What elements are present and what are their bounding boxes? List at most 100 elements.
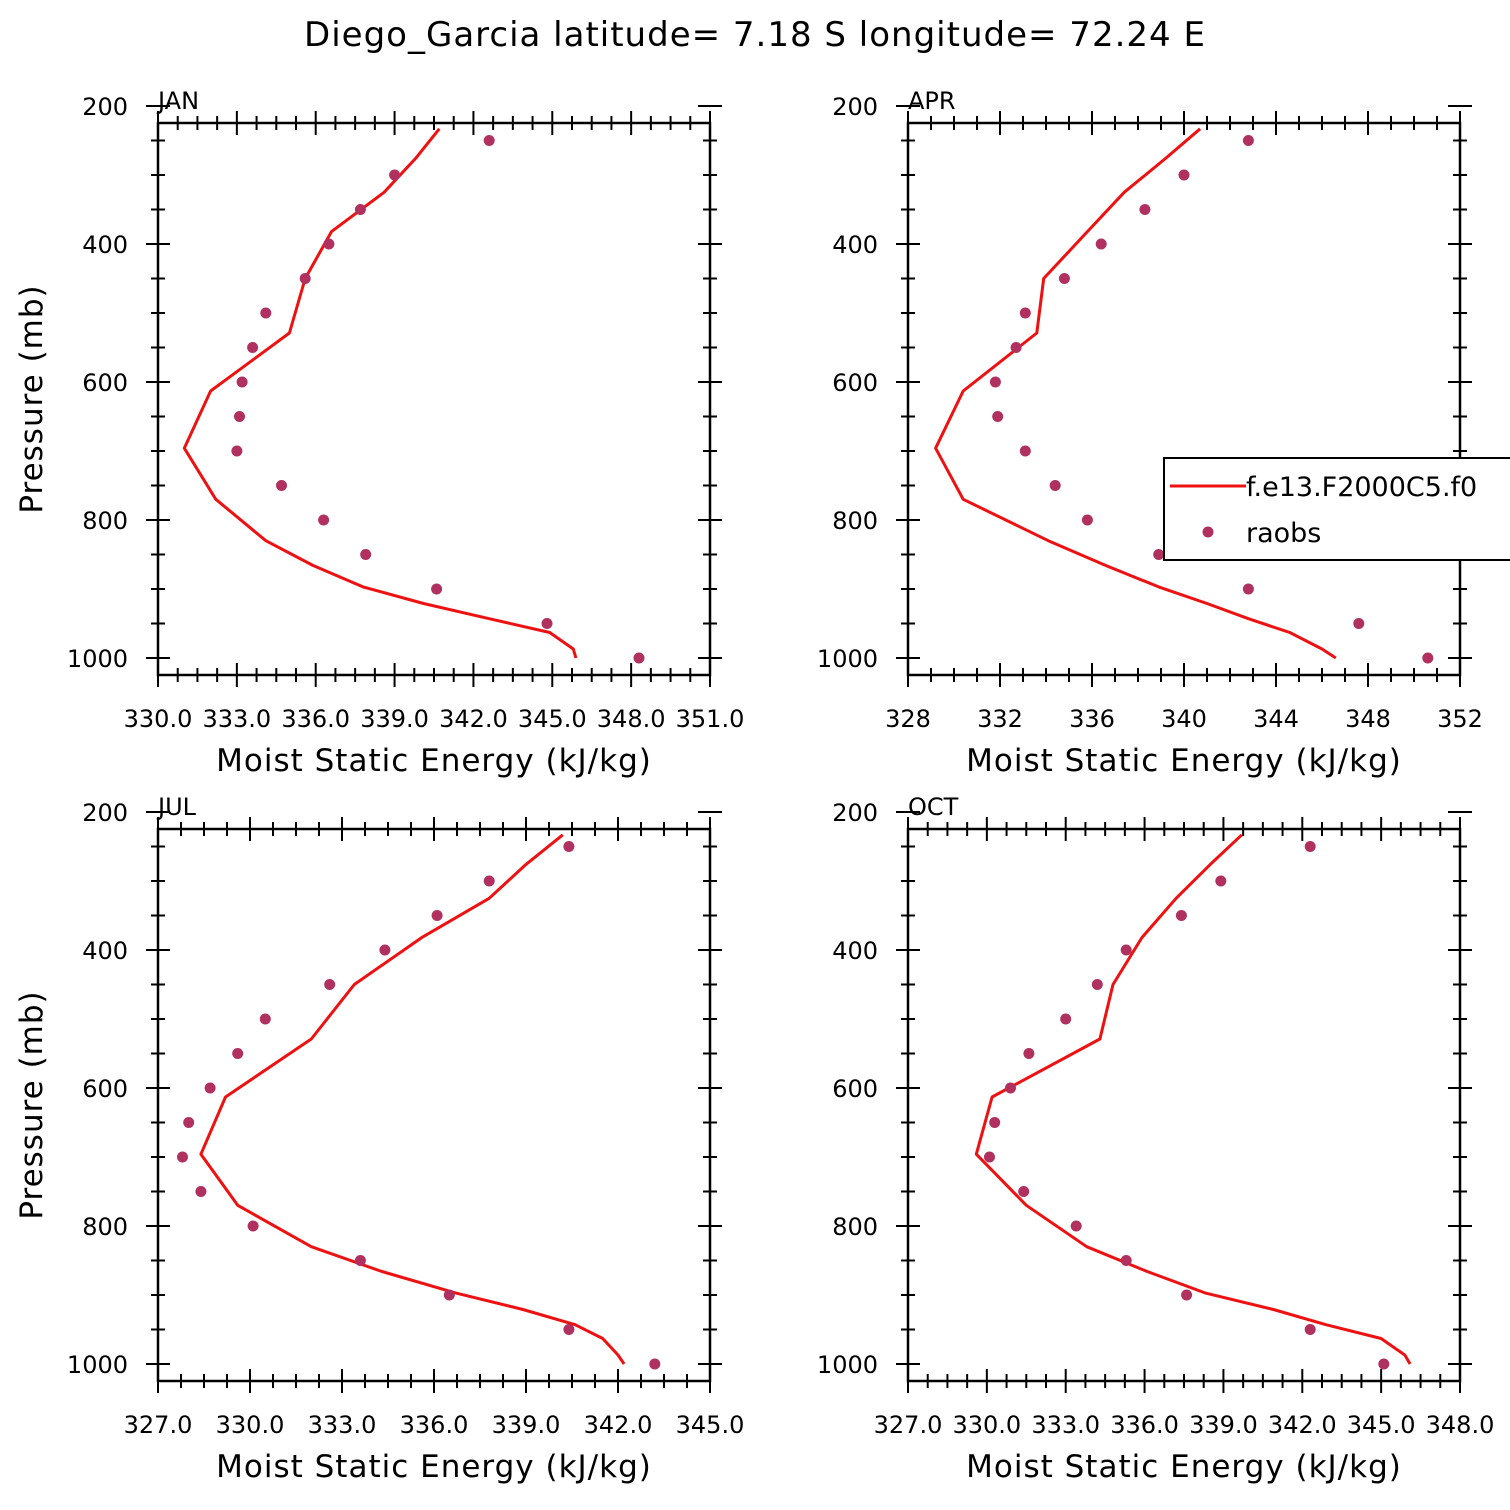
raobs-point <box>1060 1013 1072 1025</box>
raobs-point <box>318 514 330 526</box>
raobs-point <box>1095 238 1107 250</box>
raobs-point <box>1019 445 1031 457</box>
y-axis-label: Pressure (mb) <box>14 990 50 1219</box>
raobs-point <box>984 1151 995 1163</box>
raobs-point <box>431 583 443 595</box>
raobs-point <box>483 875 495 887</box>
x-tick-label: 336.0 <box>281 705 350 733</box>
y-tick-label: 400 <box>82 937 128 965</box>
y-tick-label: 200 <box>82 93 128 121</box>
y-tick-label: 600 <box>82 369 128 397</box>
x-tick-label: 333.0 <box>308 1411 377 1439</box>
x-tick-label: 333.0 <box>202 705 271 733</box>
raobs-point <box>1018 1186 1030 1197</box>
x-tick-label: 330.0 <box>216 1411 285 1439</box>
x-tick-label: 336 <box>1069 705 1115 733</box>
raobs-point <box>1005 1082 1016 1094</box>
raobs-point <box>1304 1324 1316 1335</box>
x-tick-label: 330.0 <box>952 1411 1021 1439</box>
raobs-point <box>389 169 401 181</box>
legend-label: f.e13.F2000C5.f0 <box>1246 472 1477 503</box>
x-tick-label: 345.0 <box>518 705 587 733</box>
raobs-point <box>563 1324 575 1335</box>
raobs-point <box>1422 652 1434 664</box>
legend-marker-swatch <box>1202 526 1214 538</box>
y-tick-label: 600 <box>832 369 878 397</box>
series-line-model <box>199 833 626 1365</box>
legend-label: raobs <box>1246 518 1321 549</box>
raobs-point <box>1019 307 1031 319</box>
legend: f.e13.F2000C5.f0 raobs <box>1163 457 1510 561</box>
raobs-point <box>1181 1289 1193 1301</box>
panels-group: JAN 200 400 600 800 1000 330.0 333.0 336.0 339.0 3… <box>14 87 1510 1485</box>
figure-title: Diego_Garcia latitude= 7.18 S longitude=… <box>304 15 1206 55</box>
raobs-point <box>1304 841 1316 852</box>
raobs-point <box>483 135 495 146</box>
x-tick-label: 351.0 <box>676 705 745 733</box>
raobs-point <box>443 1289 455 1301</box>
raobs-point <box>259 1013 271 1025</box>
x-tick-label: 345.0 <box>676 1411 745 1439</box>
raobs-point <box>1049 480 1061 491</box>
y-tick-label: 1000 <box>67 1351 128 1379</box>
x-tick-label: 339.0 <box>1189 1411 1258 1439</box>
raobs-point <box>989 1117 1001 1128</box>
raobs-point <box>541 618 553 629</box>
raobs-point <box>234 411 245 422</box>
raobs-point <box>649 1358 661 1370</box>
x-tick-label: 336.0 <box>400 1411 469 1439</box>
raobs-point <box>563 841 575 852</box>
raobs-point <box>1353 618 1365 629</box>
x-tick-label: 339.0 <box>360 705 429 733</box>
raobs-point <box>232 1048 244 1059</box>
raobs-point <box>1120 944 1132 956</box>
raobs-point <box>260 307 272 319</box>
raobs-point <box>354 204 366 215</box>
raobs-point <box>360 549 372 560</box>
y-tick-label: 600 <box>82 1075 128 1103</box>
raobs-point <box>989 376 1001 388</box>
y-tick-label: 200 <box>832 799 878 827</box>
raobs-point <box>1175 910 1187 921</box>
x-tick-label: 336.0 <box>1110 1411 1179 1439</box>
y-tick-label: 600 <box>832 1075 878 1103</box>
x-tick-label: 342.0 <box>1268 1411 1337 1439</box>
series-line-model <box>182 127 578 659</box>
legend-box <box>1163 457 1510 561</box>
raobs-point <box>1010 342 1022 353</box>
y-tick-label: 400 <box>832 937 878 965</box>
raobs-point <box>236 376 248 388</box>
raobs-point <box>1023 1048 1035 1059</box>
x-tick-label: 333.0 <box>1031 1411 1100 1439</box>
raobs-point <box>183 1117 195 1128</box>
x-tick-label: 348.0 <box>1426 1411 1495 1439</box>
plot-frame <box>906 121 1462 677</box>
raobs-point <box>1058 273 1070 284</box>
panel-label: APR <box>908 87 956 115</box>
x-tick-label: 352 <box>1437 705 1483 733</box>
x-tick-label: 340 <box>1161 705 1207 733</box>
raobs-point <box>1070 1220 1082 1232</box>
raobs-point <box>1178 169 1190 181</box>
panel-label: JAN <box>156 87 199 115</box>
x-tick-label: 348.0 <box>597 705 666 733</box>
raobs-point <box>1081 514 1093 526</box>
x-tick-label: 348 <box>1345 705 1391 733</box>
raobs-point <box>323 238 335 250</box>
x-tick-label: 339.0 <box>492 1411 561 1439</box>
y-tick-label: 800 <box>82 1213 128 1241</box>
y-tick-label: 1000 <box>817 645 878 673</box>
raobs-point <box>379 944 391 956</box>
series-line-model <box>974 833 1412 1365</box>
y-tick-label: 800 <box>832 507 878 535</box>
raobs-point <box>195 1186 207 1197</box>
y-tick-label: 200 <box>82 799 128 827</box>
raobs-point <box>247 342 259 353</box>
raobs-point <box>324 979 336 990</box>
raobs-point <box>1153 549 1165 560</box>
panel-jul: JUL 200 400 600 800 1000 327.0 330.0 333.0 336.0 3… <box>14 793 744 1485</box>
x-tick-label: 328 <box>885 705 931 733</box>
x-tick-label: 327.0 <box>874 1411 943 1439</box>
x-axis-label: Moist Static Energy (kJ/kg) <box>216 1449 652 1485</box>
